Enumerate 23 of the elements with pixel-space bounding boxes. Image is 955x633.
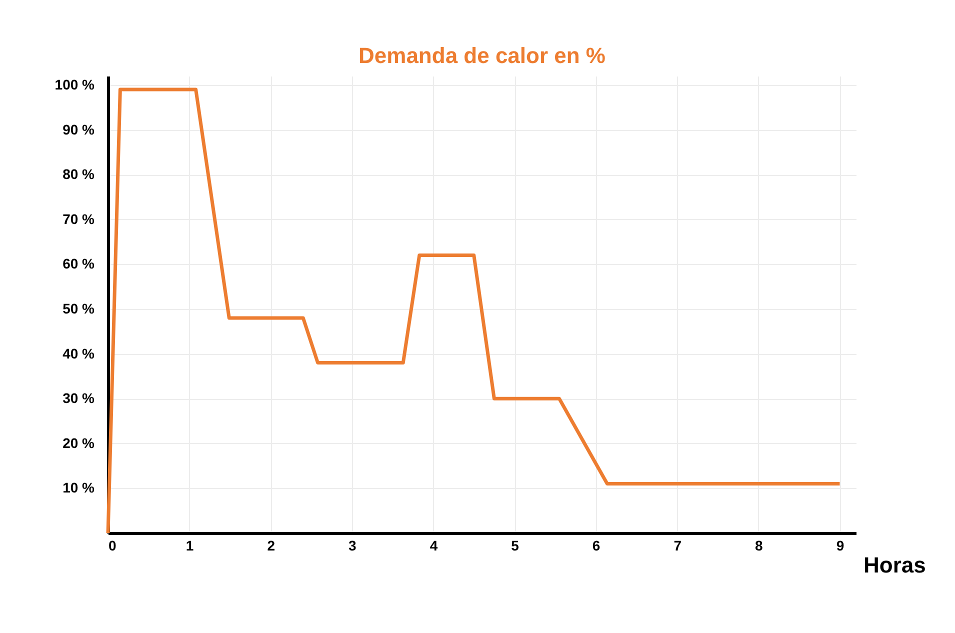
y-tick-label: 90 % (62, 121, 96, 138)
chart-title: Demanda de calor en % (358, 43, 606, 68)
x-axis-title: Horas (864, 552, 926, 578)
y-tick-label: 70 % (62, 210, 96, 227)
x-tick-label: 3 (348, 538, 357, 554)
x-tick-label: 0 (108, 538, 116, 554)
x-tick-label: 1 (186, 538, 194, 554)
y-tick-label: 100 % (54, 76, 96, 92)
y-tick-label: 40 % (62, 345, 96, 362)
y-tick-label: 50 % (62, 300, 96, 316)
x-tick-label: 9 (836, 538, 844, 554)
y-tick-label: 10 % (62, 480, 96, 496)
x-tick-label: 7 (674, 538, 682, 554)
x-tick-label: 6 (592, 538, 600, 554)
x-tick-label: 2 (267, 538, 276, 554)
y-tick-label: 20 % (62, 434, 96, 451)
x-tick-label: 8 (755, 538, 764, 554)
y-tick-label: 30 % (62, 390, 96, 406)
y-tick-label: 80 % (62, 166, 96, 182)
y-tick-label: 60 % (62, 256, 96, 272)
x-tick-label: 5 (511, 538, 520, 554)
x-tick-label: 4 (430, 538, 438, 554)
line-series (106, 88, 842, 535)
